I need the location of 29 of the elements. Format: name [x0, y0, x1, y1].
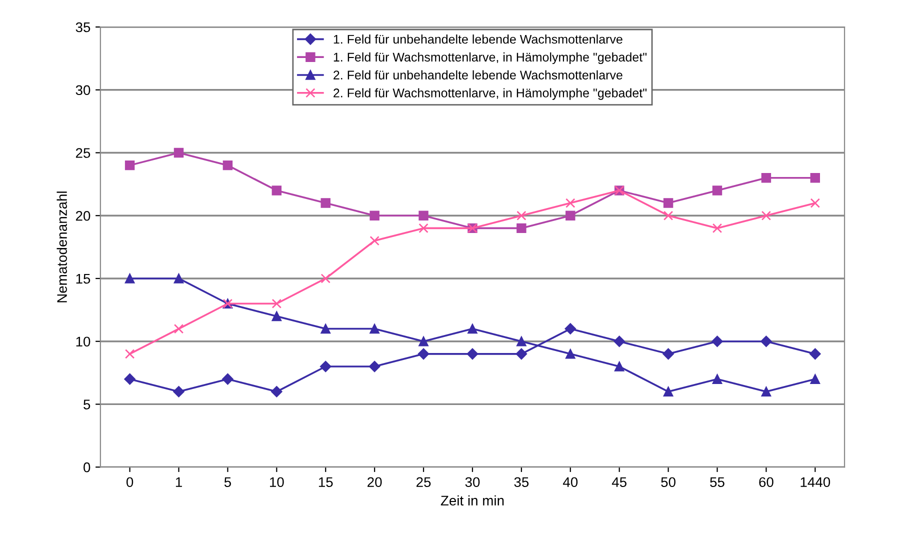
x-tick-label: 45	[612, 477, 626, 488]
x-tick-label: 30	[465, 477, 480, 488]
legend-label: 1. Feld für unbehandelte lebende Wachsmottenlarve	[334, 34, 622, 44]
x-tick-label: 1440	[800, 477, 830, 488]
y-tick-label: 15	[76, 274, 90, 284]
x-tick-label: 35	[514, 477, 529, 488]
x-tick-label: 10	[270, 477, 284, 488]
x-tick-label: 20	[368, 477, 382, 488]
legend-label: 2. Feld für unbehandelte lebende Wachsmottenlarve	[334, 70, 622, 80]
x-tick-label: 55	[710, 477, 724, 488]
x-tick-label: 60	[759, 477, 774, 488]
y-tick-label: 30	[76, 85, 90, 96]
legend-label: 1. Feld für Wachsmottenlarve, in Hämolymphe "gebadet"	[334, 52, 647, 64]
y-tick-label: 20	[76, 210, 90, 221]
x-tick-label: 0	[126, 477, 134, 488]
y-tick-label: 35	[76, 22, 90, 32]
x-axis-title: Zeit in min	[440, 495, 504, 506]
y-tick-label: 5	[84, 400, 90, 410]
x-tick-label: 40	[562, 477, 578, 488]
y-axis-title: Nematodenanzahl	[56, 192, 67, 302]
y-tick-label: 25	[76, 148, 90, 158]
x-tick-label: 50	[661, 477, 676, 488]
y-tick-label: 0	[84, 462, 90, 472]
x-tick-label: 25	[416, 477, 431, 488]
x-tick-label: 15	[318, 477, 333, 488]
y-tick-label: 10	[76, 336, 90, 347]
x-tick-label: 5	[224, 477, 231, 488]
legend-label: 2. Feld für Wachsmottenlarve, in Hämolymphe "gebadet"	[334, 88, 647, 100]
x-tick-label: 1	[176, 477, 182, 487]
